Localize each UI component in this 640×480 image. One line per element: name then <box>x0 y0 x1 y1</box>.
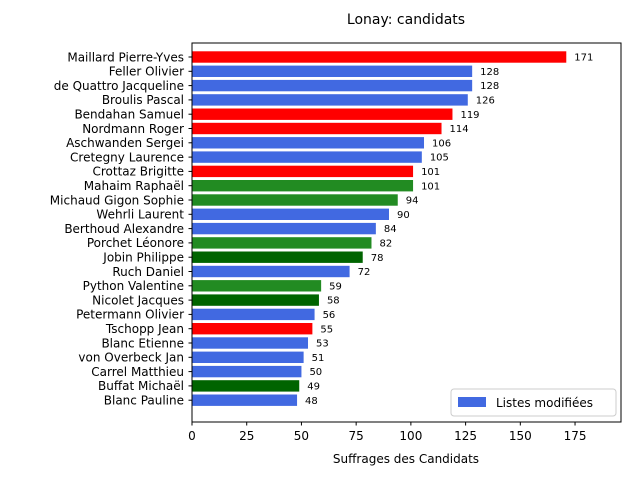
value-label: 101 <box>421 167 440 178</box>
x-axis-label: Suffrages des Candidats <box>333 452 479 466</box>
bar <box>192 165 414 178</box>
value-label: 128 <box>480 81 499 92</box>
y-tick-label: von Overbeck Jan <box>78 351 184 365</box>
bar <box>192 194 398 206</box>
y-tick-label: Buffat Michaël <box>98 379 184 393</box>
y-tick-label: Mahaim Raphaël <box>84 179 184 193</box>
value-label: 50 <box>309 367 322 378</box>
y-tick-label: Carrel Matthieu <box>91 365 184 379</box>
legend: Listes modifiées <box>450 388 617 417</box>
value-labels: 1711281281261191141061051011019490848278… <box>305 53 593 407</box>
value-label: 53 <box>316 339 329 350</box>
legend-box <box>450 388 617 417</box>
value-label: 48 <box>305 396 318 407</box>
bar <box>192 337 309 349</box>
value-label: 119 <box>460 110 479 121</box>
y-tick-label: Blanc Pauline <box>104 394 184 408</box>
x-axis: 0 25 50 75 100 125 150 175 <box>188 422 586 443</box>
legend-swatch <box>458 397 486 407</box>
x-tick-label: 75 <box>349 429 364 443</box>
y-tick-label: Aschwanden Sergei <box>66 136 184 150</box>
value-label: 51 <box>312 353 325 364</box>
y-tick-label: Maillard Pierre-Yves <box>67 50 184 64</box>
y-tick-label: Wehrli Laurent <box>96 208 184 222</box>
chart-title: Lonay: candidats <box>347 12 465 28</box>
bar <box>192 380 300 392</box>
bar <box>192 265 350 278</box>
bar <box>192 208 389 220</box>
x-tick-label: 150 <box>509 429 532 443</box>
value-label: 58 <box>327 296 340 307</box>
y-tick-label: Blanc Etienne <box>101 336 184 350</box>
value-label: 90 <box>397 210 410 221</box>
value-label: 72 <box>358 267 371 278</box>
x-tick-label: 175 <box>564 429 587 443</box>
x-tick-label: 0 <box>188 429 196 443</box>
bar <box>192 365 302 378</box>
bar <box>192 51 567 63</box>
y-tick-label: Jobin Philippe <box>102 251 184 265</box>
value-label: 126 <box>476 96 495 107</box>
bar <box>192 65 473 77</box>
y-tick-label: Nordmann Roger <box>82 122 184 136</box>
bar <box>192 308 315 321</box>
bar <box>192 79 473 92</box>
value-label: 106 <box>432 138 451 149</box>
x-tick-label: 50 <box>294 429 309 443</box>
value-label: 78 <box>371 253 384 264</box>
legend-label: Listes modifiées <box>496 396 593 410</box>
value-label: 128 <box>480 67 499 78</box>
value-label: 59 <box>329 281 342 292</box>
y-tick-label: Tschopp Jean <box>105 322 184 336</box>
value-label: 82 <box>379 239 392 250</box>
bar <box>192 251 363 263</box>
x-tick-label: 125 <box>454 429 477 443</box>
bar <box>192 323 313 335</box>
bar <box>192 122 442 135</box>
x-tick-label: 100 <box>399 429 422 443</box>
y-tick-label: Python Valentine <box>83 279 184 293</box>
value-label: 56 <box>323 310 336 321</box>
plot-frame <box>191 42 622 423</box>
bar <box>192 108 453 120</box>
bar <box>192 94 468 106</box>
y-tick-label: Porchet Léonore <box>87 236 184 250</box>
value-label: 84 <box>384 224 397 235</box>
bar <box>192 351 304 363</box>
y-tick-label: Ruch Daniel <box>112 265 184 279</box>
bar <box>192 280 322 292</box>
y-tick-label: Feller Olivier <box>109 65 184 79</box>
bar <box>192 137 425 149</box>
value-label: 101 <box>421 181 440 192</box>
y-tick-label: Berthoud Alexandre <box>64 222 184 236</box>
x-tick-label: 25 <box>239 429 254 443</box>
bar <box>192 394 298 406</box>
y-tick-label: Nicolet Jacques <box>92 293 184 307</box>
y-tick-label: Michaud Gigon Sophie <box>50 193 184 207</box>
bar <box>192 294 319 306</box>
value-label: 49 <box>307 382 320 393</box>
bar <box>192 151 422 163</box>
bar <box>192 222 376 235</box>
y-tick-label: Cretegny Laurence <box>70 150 184 164</box>
bar <box>192 237 372 249</box>
value-label: 55 <box>320 324 333 335</box>
bars-group <box>192 51 567 406</box>
y-tick-label: Bendahan Samuel <box>74 108 184 122</box>
value-label: 171 <box>574 53 593 64</box>
y-tick-label: de Quattro Jacqueline <box>54 79 184 93</box>
y-tick-label: Broulis Pascal <box>102 93 184 107</box>
bar <box>192 180 414 192</box>
value-label: 105 <box>430 153 449 164</box>
value-label: 94 <box>406 196 419 207</box>
y-tick-label: Crottaz Brigitte <box>92 165 184 179</box>
value-label: 114 <box>450 124 469 135</box>
y-tick-label: Petermann Olivier <box>76 308 184 322</box>
